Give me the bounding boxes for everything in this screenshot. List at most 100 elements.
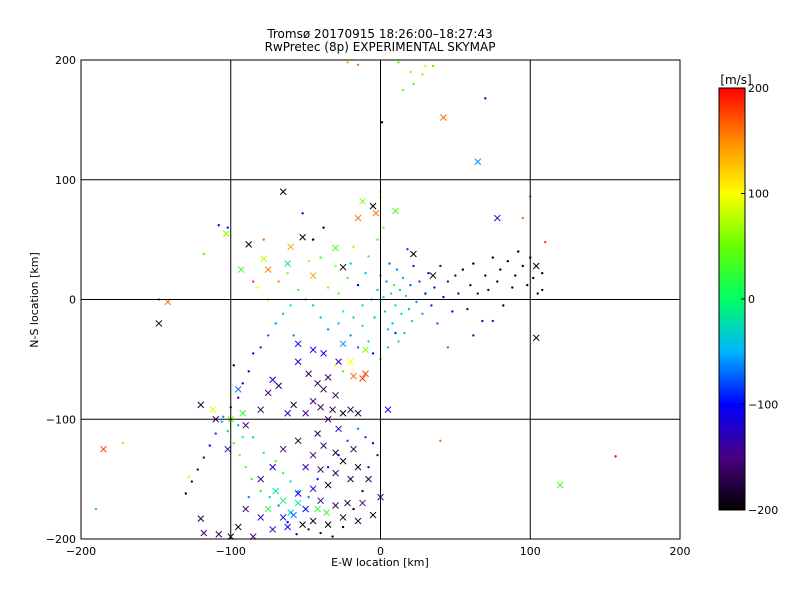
scatter-x-point (350, 445, 357, 453)
scatter-dot-point (286, 521, 289, 524)
scatter-x-point (294, 358, 302, 366)
scatter-x-point (314, 379, 321, 387)
scatter-dot-point (262, 451, 265, 454)
scatter-dot-point (247, 495, 250, 499)
scatter-dot-point (517, 250, 520, 253)
scatter-dot-point (334, 364, 337, 367)
scatter-dot-point (424, 64, 427, 68)
scatter-dot-point (301, 212, 304, 215)
scatter-dot-point (433, 286, 436, 289)
scatter-x-point (362, 370, 369, 378)
scatter-x-point (359, 499, 366, 507)
scatter-dot-point (454, 274, 457, 277)
scatter-dot-point (237, 424, 240, 427)
scatter-dot-point (296, 288, 300, 292)
scatter-dot-point (252, 436, 255, 439)
scatter-x-point (215, 530, 223, 538)
scatter-dot-point (274, 459, 277, 463)
scatter-dot-point (415, 300, 418, 304)
scatter-x-point (339, 514, 347, 521)
scatter-dot-point (383, 310, 387, 313)
y-tick-label: 0 (69, 294, 76, 307)
scatter-x-point (347, 406, 354, 414)
scatter-dot-point (331, 535, 334, 538)
grid-lines (81, 60, 680, 539)
scatter-dot-point (409, 283, 412, 287)
scatter-dot-point (367, 340, 370, 343)
scatter-dot-point (337, 453, 340, 457)
scatter-x-point (257, 514, 265, 521)
chart-subtitle: RwPretec (8p) EXPERIMENTAL SKYMAP (265, 40, 496, 54)
scatter-dot-point (361, 324, 364, 328)
scatter-x-point (257, 475, 265, 483)
scatter-x-point (309, 272, 317, 279)
scatter-x-point (242, 505, 250, 513)
scatter-x-point (362, 346, 369, 354)
scatter-x-point (275, 382, 283, 390)
colorbar-ticks: −200 −100 0 100 200 (741, 82, 778, 517)
scatter-x-point (440, 114, 447, 121)
scatter-x-point (354, 214, 362, 222)
scatter-dot-point (281, 471, 285, 475)
scatter-dot-point (190, 480, 194, 483)
scatter-dot-point (442, 295, 445, 299)
scatter-dot-point (292, 334, 295, 337)
scatter-dot-point (277, 504, 280, 507)
scatter-dot-point (214, 432, 217, 435)
scatter-dot-point (487, 288, 490, 292)
scatter-x-point (155, 320, 163, 327)
scatter-dot-point (184, 492, 188, 495)
scatter-dot-point (376, 288, 379, 292)
scatter-dot-point (281, 312, 285, 316)
scatter-dot-point (410, 319, 414, 323)
scatter-x-point (332, 391, 339, 399)
scatter-dot-point (274, 322, 277, 325)
scatter-x-point (323, 509, 330, 517)
scatter-x-point (309, 485, 317, 493)
scatter-x-point (299, 521, 306, 528)
scatter-x-point (299, 233, 306, 241)
scatter-x-point (320, 385, 327, 393)
scatter-dot-point (389, 292, 393, 295)
scatter-dot-point (259, 489, 262, 493)
scatter-dot-point (521, 264, 524, 268)
scatter-dot-point (238, 453, 241, 457)
scatter-x-point (242, 421, 250, 429)
scatter-dot-point (196, 468, 200, 471)
scatter-dot-point (367, 465, 370, 469)
scatter-dot-point (481, 319, 484, 323)
scatter-dot-point (121, 442, 125, 445)
scatter-dot-point (296, 489, 300, 493)
scatter-x-point (309, 346, 317, 354)
scatter-dot-point (536, 292, 539, 295)
scatter-x-point (354, 463, 362, 471)
scatter-x-point (290, 511, 297, 519)
scatter-dot-point (397, 61, 400, 64)
x-axis-label: E-W location [km] (331, 556, 429, 569)
scatter-dot-point (311, 304, 315, 307)
scatter-dot-point (268, 495, 271, 499)
scatter-dot-point (373, 316, 376, 319)
scatter-dot-point (407, 307, 411, 311)
scatter-x-point (332, 502, 339, 509)
scatter-dot-point (356, 346, 360, 349)
scatter-x-point (269, 463, 277, 471)
scatter-dot-point (307, 495, 310, 499)
scatter-dot-point (404, 294, 408, 298)
scatter-dot-point (469, 283, 472, 287)
scatter-dot-point (446, 346, 450, 349)
scatter-dot-point (341, 310, 345, 313)
scatter-dot-point (499, 268, 502, 271)
scatter-dot-point (406, 248, 409, 251)
scatter-x-point (279, 188, 287, 196)
scatter-dot-point (532, 276, 535, 280)
scatter-dot-point (319, 316, 322, 319)
x-tick-label: −200 (66, 545, 96, 558)
scatter-dot-point (418, 280, 421, 283)
scatter-dot-point (394, 304, 397, 307)
scatter-x-point (350, 372, 357, 380)
scatter-x-point (317, 403, 324, 411)
scatter-dot-point (202, 252, 205, 256)
scatter-dot-point (311, 238, 315, 241)
